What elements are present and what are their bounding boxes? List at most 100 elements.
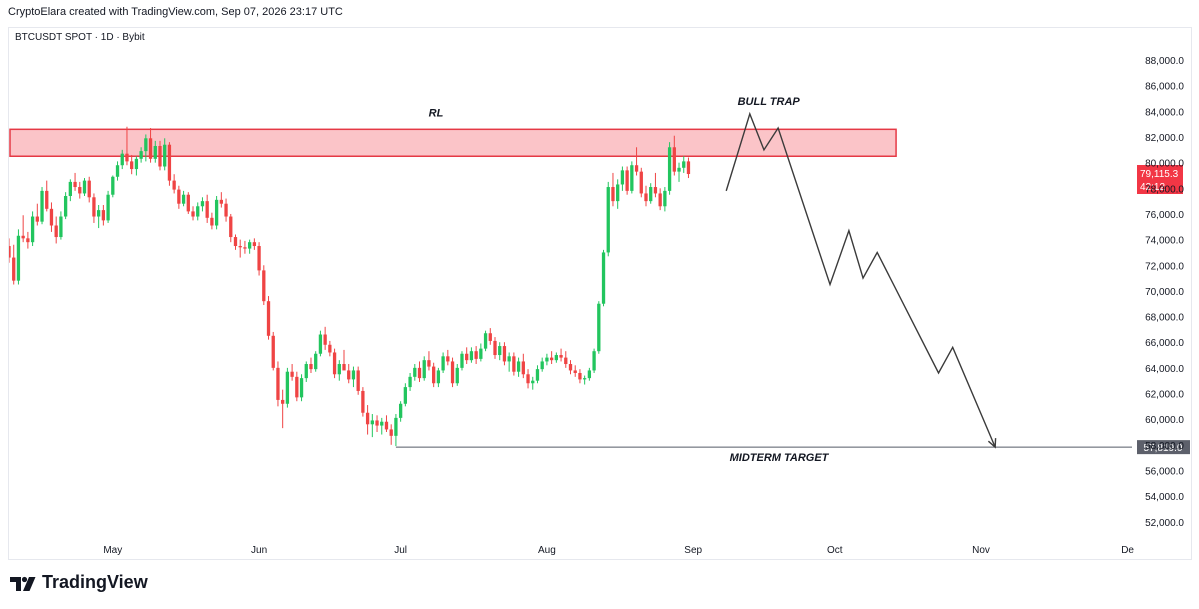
candle-body (238, 246, 242, 248)
chart-credit: CryptoElara created with TradingView.com… (8, 6, 343, 18)
y-tick-label: 80,000.0 (1145, 159, 1184, 170)
candle-body (516, 361, 521, 372)
candle-body (347, 370, 351, 380)
candle-body (337, 364, 341, 375)
candle-body (214, 199, 219, 226)
candle-body (658, 193, 662, 207)
candle-body (49, 208, 54, 226)
tradingview-brand: TradingView (42, 572, 148, 592)
candle-body (12, 257, 16, 281)
candle-body (96, 210, 101, 217)
target-price-badge-text: 57,819.0 (1144, 443, 1183, 454)
candle-body (153, 145, 157, 159)
candle-body (526, 374, 530, 384)
candle-body (592, 351, 596, 371)
candle-body (507, 356, 511, 362)
candle-body (686, 161, 691, 175)
candle-body (314, 353, 318, 370)
candle-body (148, 138, 153, 159)
candle-body (59, 216, 63, 238)
y-tick-label: 64,000.0 (1145, 364, 1184, 375)
candle-body (427, 360, 431, 367)
y-tick-label: 66,000.0 (1145, 338, 1184, 349)
y-tick-label: 58,000.0 (1145, 441, 1184, 452)
candle-body (200, 201, 205, 207)
candle-body (512, 356, 516, 372)
candle-body (479, 348, 483, 359)
candle-body (299, 378, 304, 398)
y-tick-label: 86,000.0 (1145, 82, 1184, 93)
chart-panel[interactable]: RL MIDTERM TARGET 57,819.0 BULL TRAP 79,115… (8, 27, 1192, 560)
candle-body (281, 399, 285, 404)
candle-body (21, 235, 25, 239)
candle-body (309, 364, 313, 370)
candle-body (196, 206, 200, 217)
candle-body (677, 167, 681, 172)
resistance-zone (9, 128, 897, 157)
candle-body (356, 370, 360, 391)
candle-body (578, 372, 582, 380)
current-price-badge (1137, 165, 1183, 195)
candle-body (375, 420, 379, 426)
candle-body (502, 346, 507, 362)
candle-body (365, 412, 370, 425)
candle-body (483, 333, 488, 349)
candle-body (9, 246, 11, 258)
candle-body (342, 364, 346, 371)
candle-body (455, 367, 459, 384)
midterm-target-label: MIDTERM TARGET (730, 452, 830, 464)
candle-body (394, 417, 398, 436)
x-tick-label: Jun (251, 545, 267, 556)
candle-body (318, 334, 323, 354)
candle-body (101, 210, 106, 221)
candle-body (16, 235, 21, 281)
y-tick-label: 70,000.0 (1145, 287, 1184, 298)
candle-body (73, 181, 77, 188)
candle-body (262, 270, 266, 302)
candle-body (620, 170, 625, 185)
candle-body (290, 371, 294, 377)
candle-body (252, 242, 257, 247)
resistance-label: RL (429, 107, 444, 119)
candle-body (540, 361, 544, 370)
candle-body (493, 340, 497, 356)
chart-svg[interactable]: RL MIDTERM TARGET 57,819.0 BULL TRAP 79,115… (9, 28, 1193, 561)
candle-body (630, 165, 634, 191)
candle-body (191, 211, 195, 217)
candle-body (26, 238, 30, 243)
candle-body (30, 216, 35, 243)
candle-body (498, 346, 502, 356)
x-tick-label: May (103, 545, 122, 556)
y-tick-label: 84,000.0 (1145, 107, 1184, 118)
candle-body (531, 380, 535, 384)
candle-body (243, 247, 247, 249)
y-tick-label: 68,000.0 (1145, 313, 1184, 324)
x-tick-label: Oct (827, 545, 843, 556)
candle-body (120, 153, 124, 166)
candle-body (167, 144, 172, 181)
y-tick-label: 74,000.0 (1145, 236, 1184, 247)
candle-body (63, 196, 68, 217)
y-tick-label: 62,000.0 (1145, 390, 1184, 401)
candle-body (224, 203, 228, 217)
candle-body (35, 216, 39, 222)
candle-body (271, 335, 275, 368)
candle-body (92, 197, 96, 217)
candle-layer (9, 126, 691, 447)
candle-body (233, 237, 238, 247)
candle-body (616, 184, 620, 202)
tradingview-logo[interactable]: TradingView (10, 572, 148, 593)
candle-body (186, 194, 190, 212)
x-tick-label: Sep (684, 545, 702, 556)
candle-body (125, 153, 129, 162)
candle-body (257, 246, 261, 271)
candle-body (111, 176, 115, 195)
candle-body (82, 180, 87, 194)
candle-body (583, 378, 587, 380)
candle-body (408, 376, 412, 388)
candle-body (417, 367, 422, 379)
candle-body (469, 351, 474, 361)
x-tick-label: Aug (538, 545, 556, 556)
candle-body (158, 145, 162, 167)
candle-body (667, 147, 672, 191)
